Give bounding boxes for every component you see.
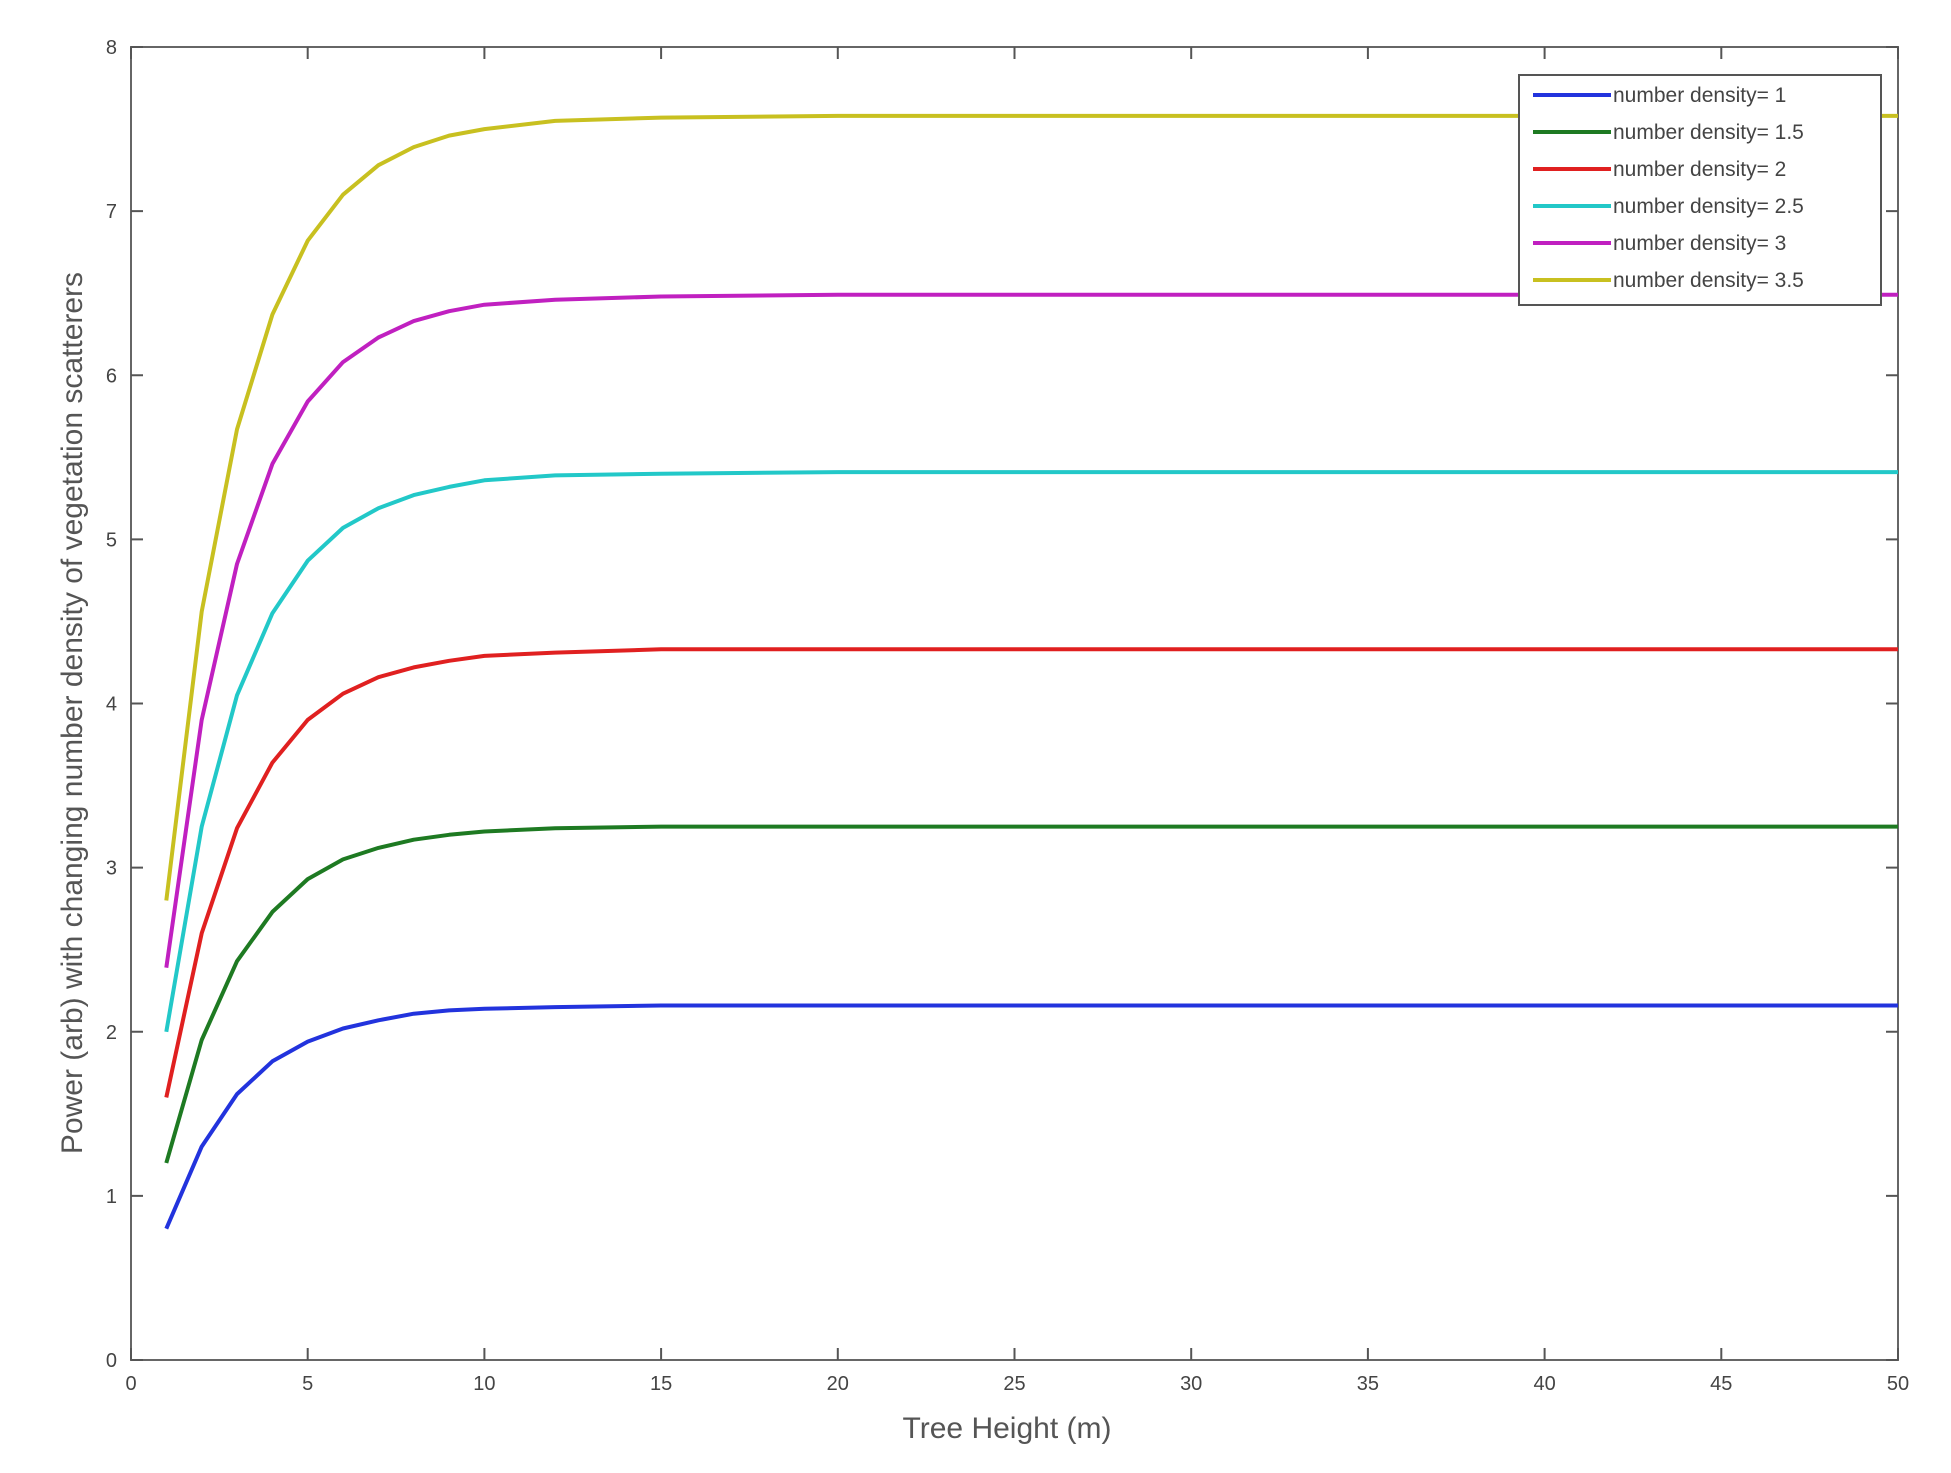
y-tick-label: 8 xyxy=(106,37,117,59)
x-tick-label: 30 xyxy=(1180,1373,1202,1395)
legend-label: number density= 1 xyxy=(1613,84,1786,107)
x-tick-label: 5 xyxy=(302,1373,313,1395)
x-tick-label: 35 xyxy=(1357,1373,1379,1395)
y-axis-label: Power (arb) with changing number density… xyxy=(56,272,89,1154)
y-tick-label: 5 xyxy=(106,529,117,551)
x-tick-label: 40 xyxy=(1533,1373,1555,1395)
x-tick-label: 10 xyxy=(473,1373,495,1395)
y-tick-label: 2 xyxy=(106,1022,117,1044)
y-tick-label: 3 xyxy=(106,858,117,880)
x-tick-label: 50 xyxy=(1887,1373,1909,1395)
series-line xyxy=(164,824,1898,1164)
legend-label: number density= 1.5 xyxy=(1613,121,1804,144)
y-tick-label: 4 xyxy=(106,694,117,716)
x-tick-label: 25 xyxy=(1003,1373,1025,1395)
x-tick-label: 45 xyxy=(1710,1373,1732,1395)
y-tick-label: 6 xyxy=(106,365,117,387)
legend-label: number density= 3 xyxy=(1613,232,1786,255)
legend-label: number density= 2.5 xyxy=(1613,195,1804,218)
legend-label: number density= 2 xyxy=(1613,158,1786,181)
series-line xyxy=(164,647,1898,1098)
legend-label: number density= 3.5 xyxy=(1613,269,1804,292)
series-line xyxy=(164,113,1898,901)
x-tick-label: 15 xyxy=(650,1373,672,1395)
y-tick-label: 7 xyxy=(106,201,117,223)
series-line xyxy=(164,1003,1898,1230)
series-line xyxy=(164,470,1898,1033)
x-axis-label: Tree Height (m) xyxy=(903,1412,1112,1445)
x-tick-label: 0 xyxy=(125,1373,136,1395)
series-line xyxy=(164,292,1898,968)
y-tick-label: 0 xyxy=(106,1350,117,1372)
y-tick-label: 1 xyxy=(106,1186,117,1208)
legend: number density= 1 number density= 1.5 numb… xyxy=(1518,74,1882,306)
legend-box xyxy=(1518,74,1882,306)
x-tick-label: 20 xyxy=(827,1373,849,1395)
